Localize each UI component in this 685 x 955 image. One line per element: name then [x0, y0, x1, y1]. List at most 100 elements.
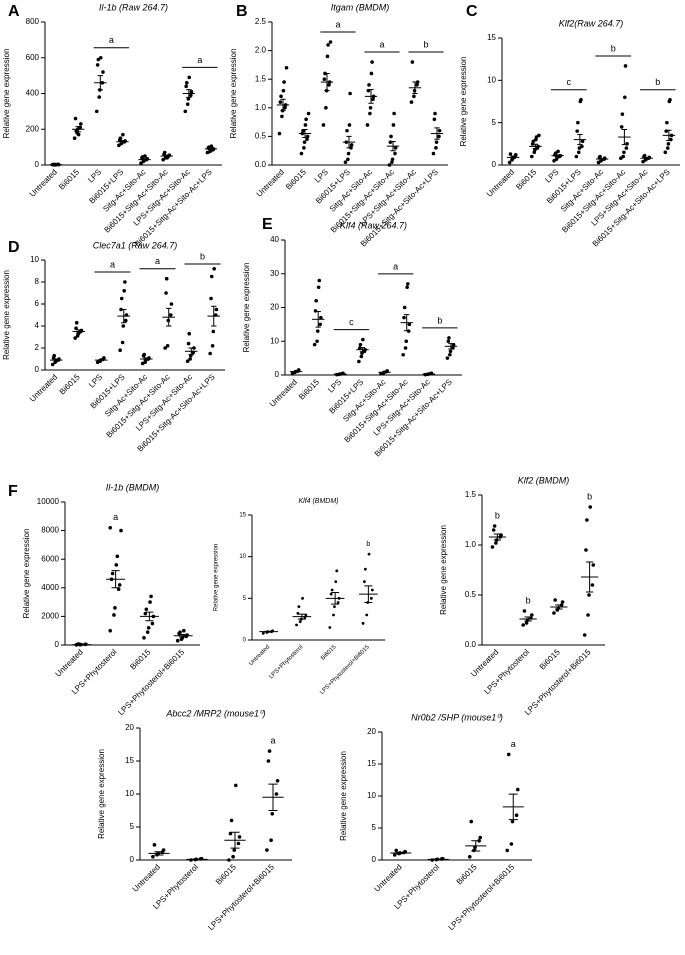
data-point [279, 94, 283, 99]
data-point [188, 357, 192, 361]
data-point [209, 296, 213, 301]
data-point [324, 106, 328, 110]
data-point [182, 628, 186, 633]
data-point [328, 40, 333, 44]
y-tick-label: 5 [243, 596, 247, 602]
sem-bar [297, 613, 306, 620]
sem-bar [555, 604, 563, 610]
data-point [306, 111, 311, 116]
data-point [277, 131, 282, 136]
sem-bar [359, 347, 366, 353]
y-tick-label: 1.0 [255, 103, 267, 112]
data-point [389, 134, 393, 139]
sem-bar [53, 358, 59, 362]
data-point [95, 63, 100, 67]
data-point [591, 563, 596, 567]
y-tick-label: 0 [275, 370, 280, 379]
data-point [151, 854, 155, 859]
data-point [330, 588, 334, 592]
sem-bar [324, 72, 330, 92]
data-point [359, 354, 364, 359]
data-point [163, 346, 167, 350]
data-point [185, 80, 189, 85]
y-tick-label: 1.5 [255, 74, 267, 83]
sem-bar [121, 309, 127, 324]
sem-bar [315, 311, 321, 328]
data-point [494, 541, 498, 545]
significance-label: b [587, 491, 592, 501]
sem-bar [599, 157, 605, 161]
x-tick-label: Bi6015 [455, 862, 479, 886]
sem-bar [493, 533, 502, 541]
sem-bar [404, 314, 410, 332]
data-point [560, 600, 565, 604]
data-point [530, 613, 534, 617]
x-tick-label: LPS [543, 168, 560, 185]
data-point [415, 83, 419, 87]
x-tick-label: Bi6015 [284, 167, 308, 191]
data-point [348, 91, 352, 96]
sem-bar [448, 343, 454, 350]
x-tick-label: LPS+Phytosterol+Bi6015 [447, 862, 517, 932]
panel-letter: E [262, 216, 273, 233]
data-point [117, 583, 122, 587]
data-point [322, 77, 327, 81]
data-point [369, 71, 374, 76]
data-point [367, 552, 371, 556]
sem-bar [75, 126, 81, 133]
data-point [121, 132, 125, 137]
y-tick-label: 5 [372, 823, 377, 832]
data-point [316, 285, 321, 290]
data-point [162, 150, 167, 155]
sem-bar [471, 840, 481, 852]
y-tick-label: 0 [35, 365, 40, 374]
significance-label: a [393, 261, 398, 271]
sem-bar [268, 783, 278, 811]
data-point [267, 749, 272, 753]
sem-bar [179, 634, 188, 638]
data-point [74, 326, 78, 331]
data-point [357, 359, 361, 364]
data-point [393, 151, 397, 156]
data-point [112, 613, 116, 617]
data-point [335, 569, 339, 573]
data-point [448, 352, 452, 357]
x-tick-label: Untreated [248, 644, 271, 667]
data-point [283, 106, 287, 110]
data-point [506, 752, 511, 757]
y-axis-label: Relative gene expression [22, 529, 31, 619]
data-point [143, 611, 148, 616]
y-tick-label: 10 [487, 75, 496, 84]
data-point [303, 123, 308, 127]
y-axis-label: Relative gene expression [214, 544, 220, 611]
x-tick-label: Untreated [372, 863, 403, 894]
y-tick-label: 2.0 [255, 46, 267, 55]
sem-bar [508, 793, 518, 821]
data-point [553, 598, 557, 602]
data-point [401, 352, 405, 357]
data-point [266, 759, 271, 763]
sem-bar [434, 127, 440, 140]
data-point [94, 109, 99, 114]
data-point [623, 95, 627, 100]
data-point [588, 505, 593, 509]
sem-bar [111, 570, 120, 589]
sem-bar [280, 98, 286, 112]
sem-bar [186, 89, 192, 98]
y-tick-label: 0.5 [465, 590, 477, 599]
data-point [315, 329, 320, 333]
data-point [370, 60, 374, 64]
data-point [150, 621, 155, 626]
data-point [365, 123, 370, 127]
data-point [329, 592, 333, 596]
data-point [73, 336, 77, 340]
x-tick-label: LPS+Phytosterol+Bi6015 [116, 647, 186, 717]
sem-bar [381, 371, 388, 374]
panel-letter: F [8, 483, 18, 500]
data-point [515, 787, 520, 792]
data-point [50, 362, 55, 367]
data-point [113, 606, 117, 610]
data-point [74, 320, 79, 325]
y-tick-label: 10 [239, 554, 246, 560]
data-point [431, 151, 436, 156]
